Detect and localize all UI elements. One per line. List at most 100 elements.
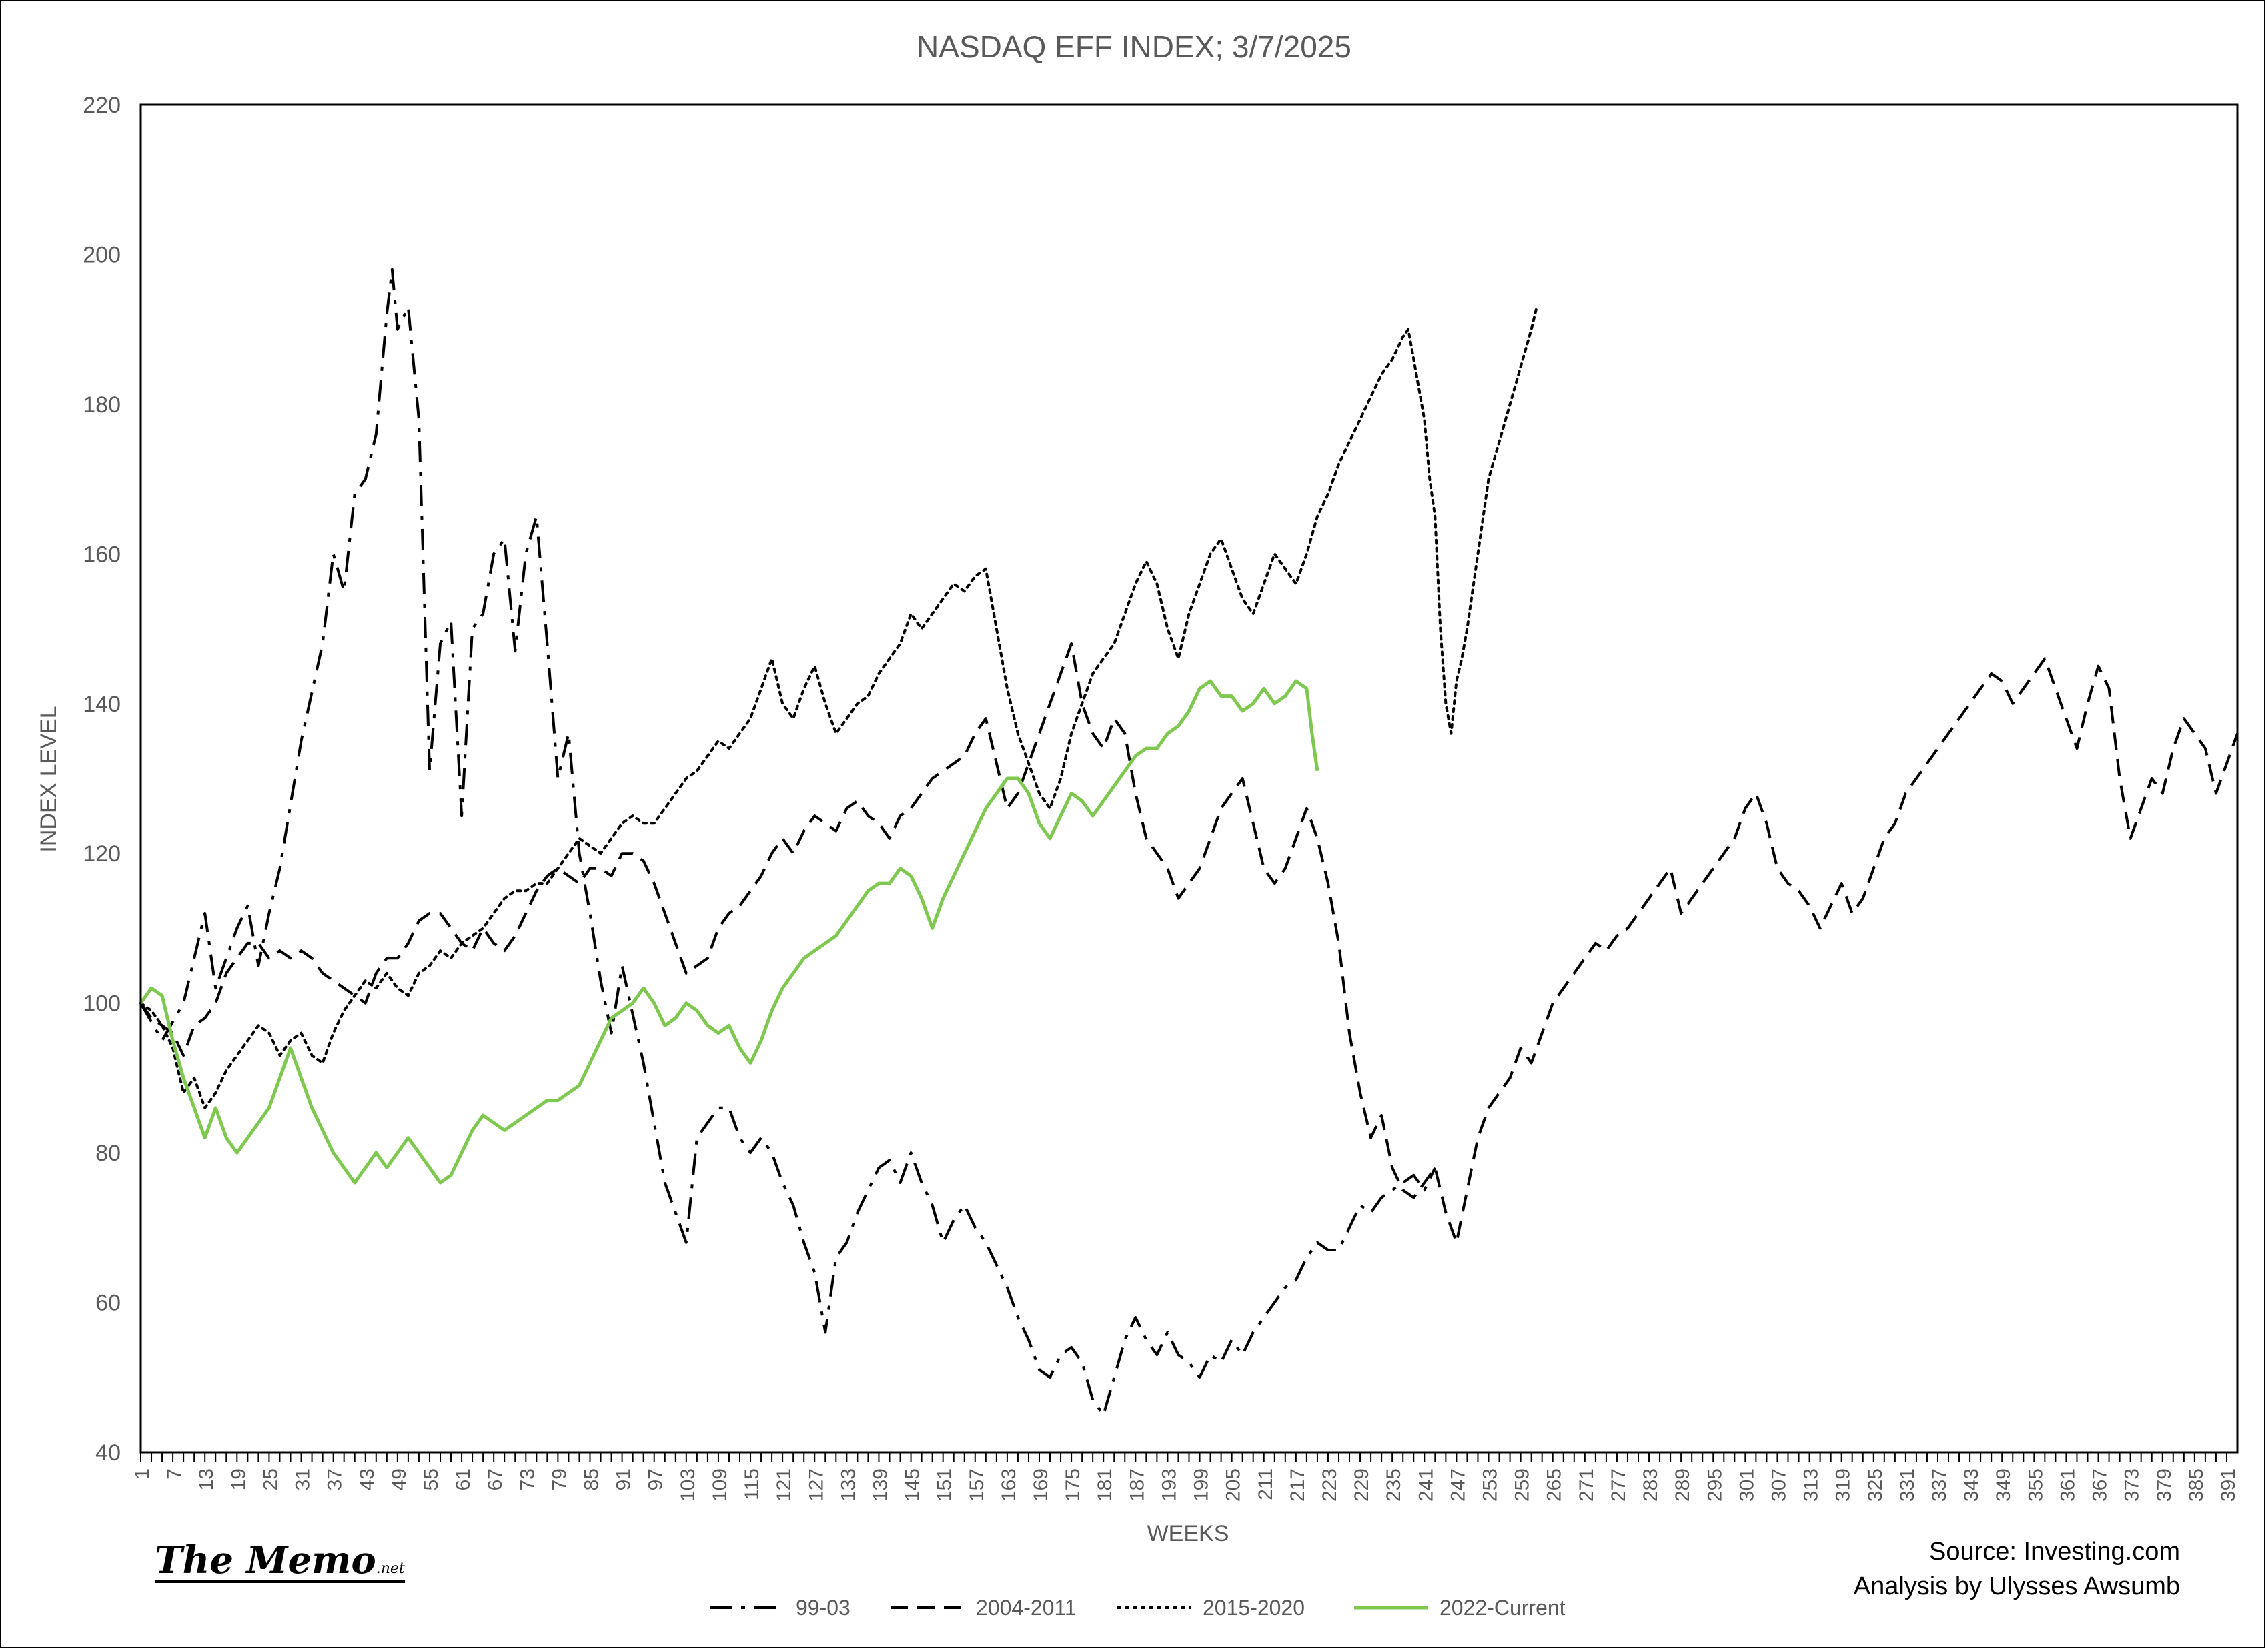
x-tick-label: 97 [645,1468,667,1490]
x-tick-label: 199 [1191,1468,1213,1502]
x-tick-label: 325 [1864,1468,1886,1502]
x-tick-label: 295 [1704,1468,1726,1502]
x-tick-label: 67 [484,1468,506,1490]
x-tick-label: 355 [2025,1468,2047,1502]
y-tick-label: 100 [83,991,121,1017]
x-tick-label: 289 [1672,1468,1694,1502]
x-tick-label: 313 [1800,1468,1822,1502]
plot-area [139,103,2239,1454]
x-tick-label: 85 [581,1468,603,1490]
legend-label: 99-03 [796,1596,851,1620]
analysis-text: Analysis by Ulysses Awsumb [1853,1572,2180,1600]
x-tick-label: 139 [869,1468,891,1502]
x-tick-label: 307 [1768,1468,1790,1502]
x-tick-label: 349 [1993,1468,2015,1502]
y-tick-label: 180 [83,392,121,418]
x-tick-label: 277 [1608,1468,1630,1502]
series-layer [139,267,2239,1416]
x-tick-label: 241 [1415,1468,1437,1502]
x-tick-label: 37 [324,1468,346,1490]
x-tick-label: 193 [1158,1468,1180,1502]
x-tick-label: 127 [805,1468,827,1502]
x-tick-label: 115 [741,1468,763,1500]
x-tick-label: 259 [1512,1468,1534,1502]
x-tick-label: 223 [1319,1468,1341,1502]
x-tick-label: 175 [1062,1468,1084,1502]
x-tick-label: 151 [934,1468,956,1502]
y-tick-label: 220 [83,93,121,118]
x-tick-label: 379 [2153,1468,2175,1502]
x-tick-label: 265 [1544,1468,1566,1502]
x-tick-label: 247 [1447,1468,1469,1502]
x-tick-label: 373 [2121,1468,2143,1502]
x-tick-label: 253 [1480,1468,1502,1502]
y-tick-label: 200 [83,242,121,267]
x-tick-label: 163 [998,1468,1020,1502]
series-line-2015-2020 [139,306,1538,1109]
x-tick-label: 49 [388,1468,410,1490]
x-tick-label: 43 [356,1468,378,1490]
x-tick-label: 367 [2089,1468,2111,1502]
x-tick-label: 337 [1928,1468,1950,1502]
x-tick-label: 109 [709,1468,731,1502]
legend-label: 2004-2011 [976,1596,1077,1620]
x-tick-label: 91 [613,1468,635,1490]
x-tick-label: 229 [1351,1468,1373,1502]
x-axis-label: WEEKS [1147,1521,1229,1546]
x-tick-label: 211 [1255,1468,1277,1500]
y-tick-label: 140 [83,692,121,717]
legend-label: 2015-2020 [1203,1596,1305,1620]
brand-logo: The Memo.net [155,1541,405,1583]
x-tick-label: 385 [2185,1468,2207,1502]
y-tick-label: 120 [83,841,121,867]
y-tick-label: 40 [95,1440,121,1466]
x-tick-label: 133 [837,1468,859,1502]
x-tick-label: 361 [2057,1468,2079,1502]
source-text: Source: Investing.com [1929,1538,2180,1566]
x-tick-label: 103 [677,1468,699,1502]
x-tick-label: 1 [131,1468,153,1480]
x-tick-label: 205 [1223,1468,1245,1502]
x-tick-label: 145 [902,1468,924,1502]
x-tick-label: 331 [1896,1468,1918,1502]
y-tick-label: 160 [83,542,121,567]
x-tick-label: 217 [1287,1468,1309,1502]
x-tick-labels: 1 7 13 19 25 31 37 43 49 55 61 67 73 79 85 91 97 103 109 11… [131,1452,2239,1502]
x-tick-label: 169 [1030,1468,1052,1502]
x-tick-label: 235 [1383,1468,1405,1502]
x-tick-label: 121 [773,1468,795,1502]
y-tick-label: 60 [95,1291,121,1316]
brand-suffix: .net [376,1560,405,1577]
series-line-99-03 [139,267,1437,1416]
x-tick-label: 157 [966,1468,988,1502]
x-tick-label: 13 [195,1468,217,1490]
y-tick-labels: 40 60 80 100 120 140 160 180 200 220 [83,93,121,1466]
x-tick-label: 7 [163,1468,185,1480]
x-tick-label: 31 [292,1468,314,1490]
legend: 99-03 2004-2011 2015-2020 2022-Current [710,1596,1566,1620]
x-tick-label: 301 [1736,1468,1758,1502]
legend-label: 2022-Current [1440,1596,1566,1620]
x-tick-label: 391 [2217,1468,2239,1502]
y-axis-label: INDEX LEVEL [36,706,61,852]
x-tick-label: 79 [548,1468,570,1490]
y-tick-label: 80 [95,1141,121,1166]
source-credits: Source: Investing.com Analysis by Ulysse… [1854,1534,2180,1604]
x-tick-label: 283 [1640,1468,1662,1502]
x-tick-label: 61 [452,1468,474,1490]
x-tick-label: 343 [1960,1468,1982,1502]
x-tick-label: 55 [420,1468,442,1490]
x-tick-label: 181 [1094,1468,1116,1502]
series-line-2022-current [139,679,1319,1185]
x-tick-label: 319 [1832,1468,1854,1502]
x-tick-label: 187 [1126,1468,1148,1502]
brand-name: The Memo [155,1538,376,1582]
chart-title: NASDAQ EFF INDEX; 3/7/2025 [917,29,1351,64]
x-tick-label: 271 [1576,1468,1598,1502]
x-tick-label: 73 [516,1468,538,1490]
series-line-2004-2011 [139,642,2239,1244]
x-tick-label: 25 [259,1468,281,1490]
x-tick-label: 19 [227,1468,249,1490]
